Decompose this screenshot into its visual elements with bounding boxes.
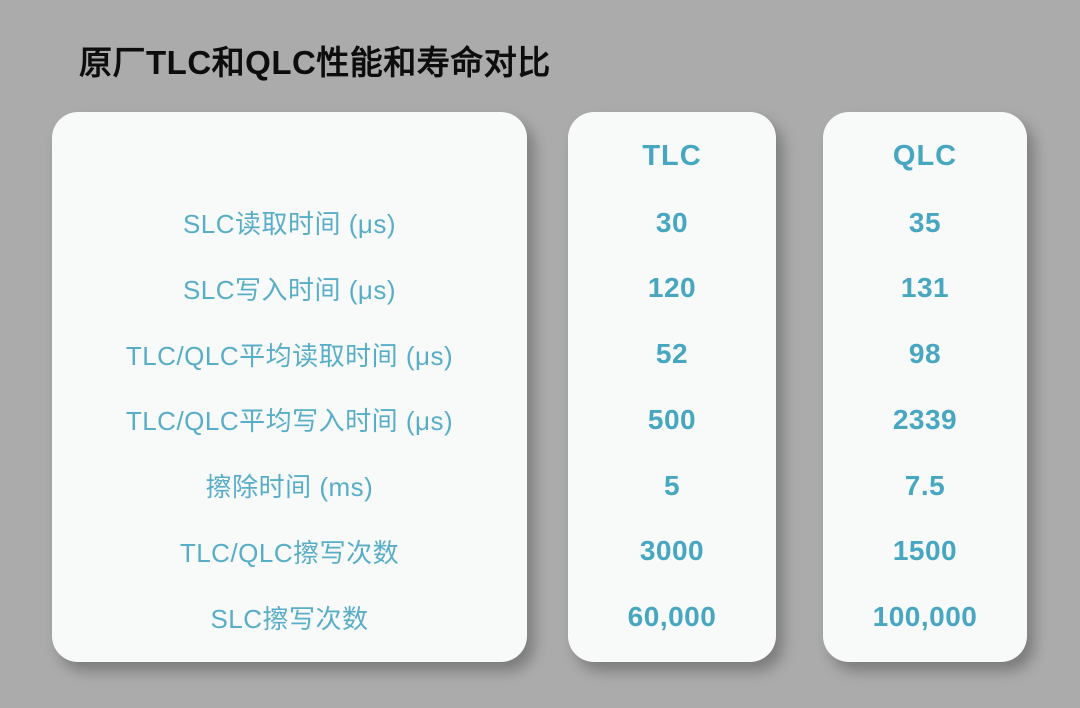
qlc-slc-pe-cycles: 100,000: [872, 601, 978, 633]
tlc-pe-cycles: 3000: [639, 535, 705, 567]
tlc-column-header: TLC: [642, 140, 702, 173]
row-label-avg-read-time: TLC/QLC平均读取时间 (μs): [125, 340, 454, 371]
qlc-erase-time: 7.5: [904, 469, 946, 501]
tlc-avg-write-time: 500: [647, 403, 697, 435]
header-spacer: [52, 124, 527, 190]
tlc-slc-read-time: 30: [655, 206, 689, 238]
row-label-slc-pe-cycles: SLC擦写次数: [210, 603, 369, 634]
qlc-pe-cycles: 1500: [892, 535, 958, 567]
qlc-avg-read-time: 98: [908, 338, 942, 370]
tlc-column-card: TLC 30 120 52 500 5 3000 60,000: [568, 112, 776, 662]
page-title: 原厂TLC和QLC性能和寿命对比: [79, 44, 551, 81]
tlc-slc-write-time: 120: [647, 272, 697, 304]
tlc-erase-time: 5: [663, 469, 681, 501]
row-label-avg-write-time: TLC/QLC平均写入时间 (μs): [125, 406, 454, 437]
tlc-avg-read-time: 52: [655, 338, 689, 370]
qlc-avg-write-time: 2339: [892, 403, 958, 435]
qlc-slc-read-time: 35: [908, 206, 942, 238]
row-label-pe-cycles: TLC/QLC擦写次数: [179, 537, 400, 568]
row-label-erase-time: 擦除时间 (ms): [205, 472, 374, 503]
tlc-slc-pe-cycles: 60,000: [627, 601, 717, 633]
row-labels-card: SLC读取时间 (μs) SLC写入时间 (μs) TLC/QLC平均读取时间 …: [52, 112, 527, 662]
row-label-slc-write-time: SLC写入时间 (μs): [182, 274, 397, 305]
qlc-slc-write-time: 131: [900, 272, 950, 304]
qlc-column-header: QLC: [892, 140, 958, 173]
qlc-column-card: QLC 35 131 98 2339 7.5 1500 100,000: [823, 112, 1027, 662]
row-label-slc-read-time: SLC读取时间 (μs): [182, 209, 397, 240]
